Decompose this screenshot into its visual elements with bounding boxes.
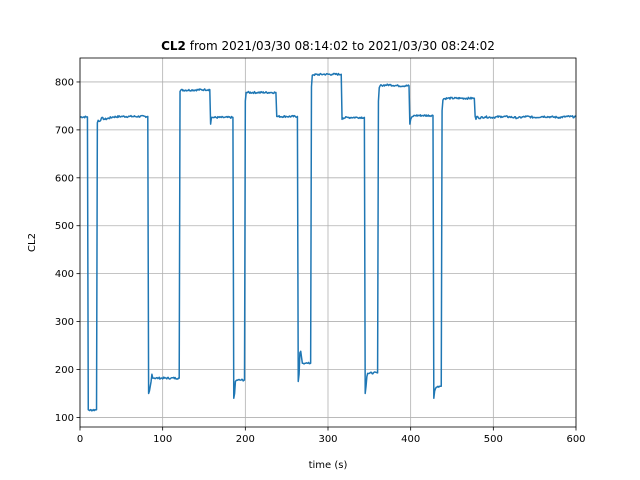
chart-title-bold: CL2 (161, 39, 186, 53)
x-axis: 0 100 200 300 400 500 600 (77, 427, 586, 445)
y-tick-label: 500 (55, 221, 74, 232)
x-tick-label: 600 (566, 434, 585, 445)
x-tick-label: 200 (236, 434, 255, 445)
chart-title-rest: from 2021/03/30 08:14:02 to 2021/03/30 0… (186, 39, 495, 53)
x-axis-label: time (s) (309, 460, 348, 471)
series-line-cl2 (79, 72, 577, 412)
y-tick-label: 100 (55, 413, 74, 424)
x-tick-label: 400 (401, 434, 420, 445)
y-tick-label: 600 (55, 173, 74, 184)
y-tick-label: 700 (55, 125, 74, 136)
y-tick-label: 400 (55, 269, 74, 280)
x-tick-label: 300 (318, 434, 337, 445)
x-tick-label: 100 (153, 434, 172, 445)
series-group (79, 72, 577, 412)
y-tick-label: 800 (55, 77, 74, 88)
y-axis-label: CL2 (27, 233, 38, 252)
y-axis: 100 200 300 400 500 600 700 800 (55, 77, 80, 424)
chart-title: CL2 from 2021/03/30 08:14:02 to 2021/03/… (161, 39, 495, 53)
x-tick-label: 500 (484, 434, 503, 445)
x-tick-label: 0 (77, 434, 83, 445)
y-tick-label: 300 (55, 317, 74, 328)
y-tick-label: 200 (55, 365, 74, 376)
